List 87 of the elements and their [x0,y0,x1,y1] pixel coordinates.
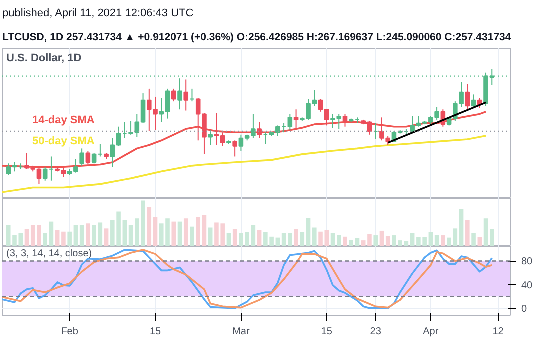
bar [374,236,378,246]
bar [178,222,182,246]
bar [190,226,194,246]
bar [404,241,409,246]
bar [86,224,90,246]
bar [441,236,446,246]
bar [355,238,360,246]
x-tick-label: Feb [61,326,79,338]
candlestick [178,78,182,110]
candlestick [208,130,213,146]
text: U.S. Dollar, 1D [6,52,82,64]
x-tick-label: 15 [321,326,333,338]
bar [226,233,232,246]
bar [490,229,494,246]
bar [98,222,103,246]
candlestick [342,114,348,128]
bar [380,230,384,246]
candlestick [288,114,293,131]
bar [37,225,42,246]
x-tick-label: Apr [423,326,440,338]
bar [251,225,256,246]
bar [104,228,109,246]
x-tick-label: 15 [150,326,162,338]
candlestick [184,79,189,112]
bar [55,230,60,246]
bar [68,232,72,246]
bar [30,225,36,246]
bar [300,232,305,246]
bar [24,229,30,246]
bar [49,222,54,246]
y-tick-label: 0 [522,304,528,315]
bar [74,225,78,246]
bar [410,233,415,246]
bar [196,217,200,246]
bar [294,229,298,246]
bar [122,220,128,246]
chart-subtitle: LTCUSD, 1D 257.431734 ▲ +0.912071 (+0.36%) O:256.426985 H:267.169637 L:245.090060 C:257.431734 [2,32,512,44]
candlestick [232,140,238,158]
bar [257,230,262,246]
bar [336,235,342,246]
bar [343,236,348,246]
bar [128,225,134,246]
y-tick-label: 40 [522,280,534,292]
candlestick [86,150,91,166]
bar [92,225,96,246]
bar [453,228,458,246]
text: 50-day SMA [32,136,95,148]
bar [459,209,464,246]
bar [172,222,176,246]
bar [349,240,354,246]
candlestick [92,152,97,164]
candlestick [80,148,84,166]
bar [288,233,292,246]
bar [306,218,311,246]
bar [330,233,336,246]
bar [386,236,390,246]
bar [484,218,488,246]
chart-title: published, April 11, 2021 12:06:43 UTC [2,8,194,20]
bar [282,233,286,246]
bar [466,220,470,246]
bar [428,232,434,246]
bar [62,232,66,246]
bar [276,238,280,246]
y-tick-label: 80 [522,256,534,268]
bar [208,228,213,246]
bar [472,233,476,246]
x-tick-label: 12 [492,326,504,338]
bar [478,237,482,246]
text: 14-day SMA [32,114,95,126]
bar [312,228,317,246]
candlestick [465,84,470,112]
bar [447,238,452,246]
bar [232,229,238,246]
bar [147,207,152,246]
bar [43,233,48,246]
candlestick [471,94,476,108]
candlestick [257,122,262,139]
bar [202,215,207,246]
chart-title: (3, 3, 14, 14, close) [6,248,92,260]
candlestick [42,166,48,182]
x-tick-label: 23 [370,326,382,338]
bar [153,217,158,246]
x-tick-label: Mar [232,326,250,338]
bar [80,225,84,246]
candlestick [171,88,176,102]
bar [434,235,440,246]
bar [184,218,188,246]
